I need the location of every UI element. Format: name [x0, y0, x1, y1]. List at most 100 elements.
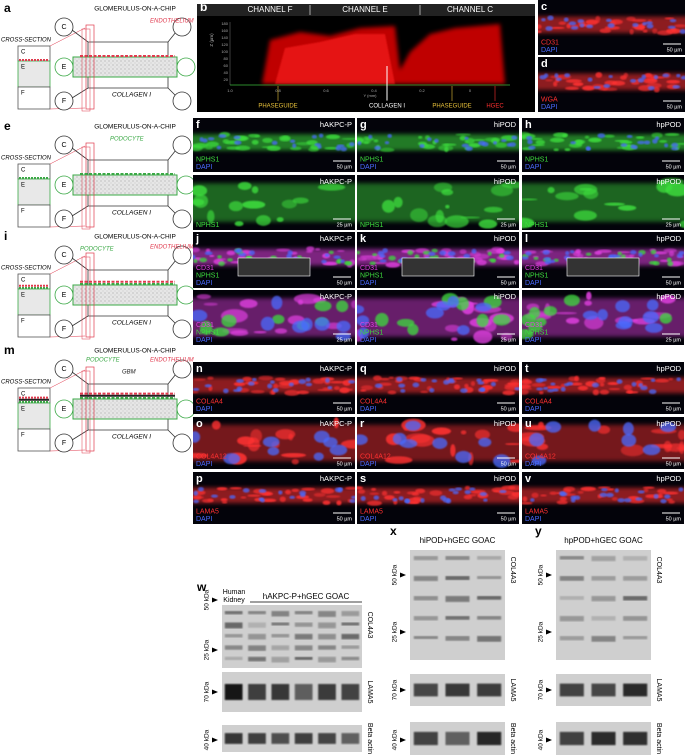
stain-spot — [614, 488, 619, 493]
signal-spot — [565, 86, 579, 91]
signal-spot — [664, 17, 675, 20]
stain-spot — [607, 23, 615, 28]
stain-spot — [660, 498, 667, 504]
stain-spot — [672, 85, 681, 89]
tick-label: 140 — [221, 35, 228, 40]
signal-spot — [387, 390, 397, 395]
stain-spot — [585, 146, 591, 151]
stain-spot — [522, 329, 534, 340]
stain-spot — [471, 248, 477, 254]
stain-spot — [527, 139, 533, 145]
cross-section-label: CROSS-SECTION — [1, 266, 52, 272]
band — [559, 616, 584, 622]
signal-spot — [483, 206, 503, 213]
band — [413, 683, 438, 697]
schematic — [17, 359, 196, 454]
signal-spot — [251, 139, 259, 145]
stain-spot — [563, 17, 569, 22]
stain-spot — [608, 74, 613, 79]
stain-label: DAPI — [541, 47, 557, 54]
signal-spot — [607, 382, 619, 386]
band — [623, 731, 648, 746]
outlet — [176, 399, 196, 419]
signal-spot — [459, 216, 481, 219]
channel-annotation: PHASEGUIDE — [258, 104, 297, 110]
stain-spot — [193, 431, 201, 443]
signal-spot — [535, 139, 546, 145]
chip-title: GLOMERULUS-ON-A-CHIP — [94, 348, 176, 355]
signal-spot — [642, 29, 648, 33]
signal-spot — [599, 389, 610, 395]
stain-spot — [545, 421, 562, 433]
stain-spot — [490, 381, 496, 387]
signal-spot — [279, 135, 291, 140]
signal-spot — [595, 16, 601, 23]
stain-spot — [586, 24, 594, 29]
inlet — [54, 319, 74, 339]
signal-spot — [592, 389, 600, 396]
cell-type: hiPOD — [494, 120, 517, 129]
marker-arrow — [212, 597, 218, 603]
signal-spot — [320, 488, 335, 494]
cell-label: PODOCYTE — [110, 137, 145, 143]
image-content — [357, 418, 519, 468]
chip-channel-label: F — [62, 440, 66, 447]
stain-spot — [597, 309, 608, 321]
band — [248, 622, 266, 628]
cell-label: ENDOTHELIUM — [150, 19, 194, 25]
band — [318, 645, 336, 650]
header-bar — [197, 4, 535, 16]
signal-spot — [522, 496, 528, 502]
stain-spot — [493, 140, 498, 145]
stain-spot — [374, 383, 383, 389]
signal-spot — [280, 453, 307, 458]
stain-label: CD31 — [541, 39, 559, 46]
band — [248, 656, 266, 662]
signal-spot — [306, 250, 313, 254]
micrograph — [357, 118, 519, 172]
stain-spot — [278, 490, 283, 495]
stain-label: NPHS1 — [525, 272, 548, 279]
signal-spot — [505, 442, 519, 446]
panel-letter: v — [525, 473, 532, 485]
stain-spot — [569, 250, 575, 254]
signal-spot — [522, 501, 533, 505]
section-channel-label: E — [21, 293, 25, 299]
signal-spot — [577, 490, 584, 494]
band — [413, 731, 438, 746]
stain-spot — [374, 145, 381, 151]
image-content — [522, 419, 684, 466]
chip-title: GLOMERULUS-ON-A-CHIP — [94, 6, 176, 13]
stain-spot — [597, 133, 606, 139]
cell-type: hpPOD — [656, 419, 681, 428]
outlet — [172, 359, 192, 379]
signal-spot — [381, 490, 388, 496]
panel-letter: n — [196, 363, 203, 375]
signal-spot — [306, 140, 318, 145]
stain-label: DAPI — [196, 461, 212, 468]
signal-spot — [657, 488, 667, 494]
signal-spot — [412, 496, 423, 502]
signal-spot — [620, 444, 645, 457]
signal-spot — [445, 324, 461, 332]
stain-spot — [314, 317, 330, 331]
cross-section-label: CROSS-SECTION — [1, 380, 52, 386]
stain-spot — [407, 250, 414, 256]
tick-label: 60 — [224, 63, 229, 68]
signal-spot — [522, 217, 535, 229]
signal-spot — [651, 132, 663, 139]
stain-spot — [469, 487, 476, 491]
inlet — [54, 17, 74, 37]
channel-e — [72, 174, 178, 196]
signal-spot — [258, 375, 274, 381]
signal-spot — [202, 498, 214, 503]
stain-spot — [499, 253, 505, 259]
cell-type: hpPOD — [656, 474, 681, 483]
stain-spot — [630, 250, 637, 255]
panel-letter: j — [195, 233, 199, 245]
stain-spot — [514, 387, 519, 391]
section-marker — [81, 256, 91, 340]
stain-label: DAPI — [525, 337, 541, 344]
stain-spot — [311, 134, 317, 139]
stain-spot — [404, 498, 410, 504]
